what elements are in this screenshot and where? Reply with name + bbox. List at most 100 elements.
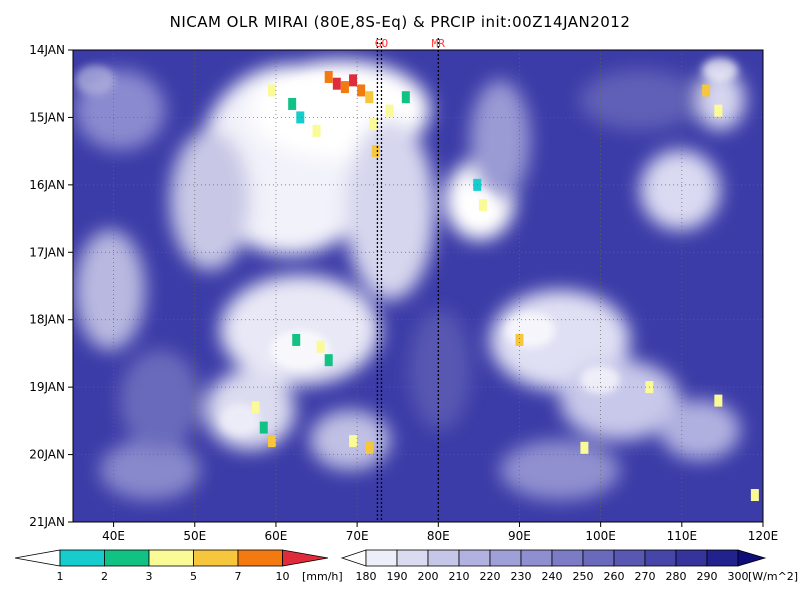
precip-cell	[580, 441, 589, 454]
olr-colorbar-unit: [W/m^2]	[748, 570, 798, 583]
precip-cell	[750, 489, 759, 502]
precip-cell	[340, 81, 349, 94]
precip-cell	[357, 84, 366, 97]
olr-colorbar-label: 210	[449, 570, 470, 583]
olr-colorbar-swatch	[706, 549, 739, 567]
precip-colorbar-label: 7	[235, 570, 242, 583]
chart-title: NICAM OLR MIRAI (80E,8S-Eq) & PRCIP init…	[169, 13, 631, 31]
y-tick-label: 16JAN	[29, 178, 65, 192]
precip-colorbar-swatch	[193, 549, 239, 567]
olr-colorbar-swatch	[520, 549, 553, 567]
precip-cell	[349, 435, 358, 448]
precip-cell	[365, 441, 374, 454]
precip-colorbar: 1 2 3 5 7 10 [mm/h]	[14, 549, 343, 583]
precip-cell	[369, 118, 378, 131]
plot-frame	[72, 49, 764, 523]
olr-colorbar-swatch	[427, 549, 460, 567]
olr-colorbar-label: 300	[728, 570, 749, 583]
precip-colorbar-label: 5	[190, 570, 197, 583]
plot-area	[73, 50, 763, 522]
olr-colorbar-swatch	[551, 549, 584, 567]
x-tick-label: 60E	[265, 529, 288, 543]
precip-cell	[324, 354, 333, 367]
y-axis: 14JAN 15JAN 16JAN 17JAN 18JAN 19JAN 20JAN 21JAN	[29, 43, 73, 529]
precip-cell	[267, 84, 276, 97]
olr-colorbar: 180 190 200 210 220 230 240 250 260 270 280 290 300[…	[340, 549, 798, 583]
precip-colorbar-label: 10	[276, 570, 290, 583]
precip-cell	[385, 104, 394, 117]
precip-colorbar-swatch	[237, 549, 283, 567]
olr-colorbar-label: 240	[542, 570, 563, 583]
precip-colorbar-label: 2	[101, 570, 108, 583]
x-tick-label: 100E	[585, 529, 616, 543]
olr-colorbar-label: 190	[387, 570, 408, 583]
olr-colorbar-swatch	[396, 549, 429, 567]
marker-layer: GO MR	[375, 37, 445, 522]
x-tick-label: 70E	[346, 529, 369, 543]
x-tick-label: 120E	[748, 529, 779, 543]
x-tick-label: 80E	[427, 529, 450, 543]
olr-colorbar-swatch	[582, 549, 615, 567]
x-tick-label: 90E	[508, 529, 531, 543]
precip-cell	[292, 333, 301, 346]
olr-colorbar-label: 230	[511, 570, 532, 583]
olr-colorbar-label: 260	[604, 570, 625, 583]
olr-colorbar-label: 250	[573, 570, 594, 583]
y-tick-label: 15JAN	[29, 110, 65, 124]
x-tick-label: 40E	[102, 529, 125, 543]
olr-colorbar-high-extend	[737, 549, 767, 567]
precip-cell	[288, 97, 297, 110]
precip-layer	[251, 70, 759, 502]
precip-cell	[702, 84, 711, 97]
precip-cell	[316, 340, 325, 353]
x-axis: 40E 50E 60E 70E 80E 90E 100E 110E 120E	[102, 522, 778, 543]
precip-cell	[296, 111, 305, 124]
precip-colorbar-high-extend	[282, 549, 329, 567]
precip-cell	[401, 91, 410, 104]
x-tick-label: 110E	[667, 529, 698, 543]
precip-colorbar-swatch	[59, 549, 105, 567]
precip-cell	[365, 91, 374, 104]
x-tick-label: 50E	[183, 529, 206, 543]
olr-colorbar-label: 200	[418, 570, 439, 583]
olr-colorbar-label: 290	[697, 570, 718, 583]
precip-cell	[714, 104, 723, 117]
olr-colorbar-swatch	[644, 549, 677, 567]
y-tick-label: 20JAN	[29, 448, 65, 462]
precip-cell	[371, 145, 380, 158]
olr-colorbar-swatch	[458, 549, 491, 567]
olr-colorbar-low-extend	[340, 549, 367, 567]
precip-cell	[332, 77, 341, 90]
precip-cell	[714, 394, 723, 407]
marker-label: GO	[375, 37, 388, 50]
precip-colorbar-swatch	[148, 549, 194, 567]
y-tick-label: 19JAN	[29, 380, 65, 394]
precip-colorbar-label: 3	[146, 570, 153, 583]
olr-colorbar-swatch	[489, 549, 522, 567]
precip-cell	[515, 333, 524, 346]
precip-cell	[312, 124, 321, 137]
precip-colorbar-swatch	[104, 549, 150, 567]
precip-cell	[259, 421, 268, 434]
precip-colorbar-unit: [mm/h]	[302, 570, 343, 583]
olr-colorbar-swatch	[365, 549, 398, 567]
precip-cell	[478, 199, 487, 212]
olr-colorbar-label: 220	[480, 570, 501, 583]
olr-colorbar-swatch	[675, 549, 708, 567]
y-tick-label: 17JAN	[29, 245, 65, 259]
precip-colorbar-label: 1	[57, 570, 64, 583]
precip-cell	[267, 435, 276, 448]
y-tick-label: 21JAN	[29, 515, 65, 529]
olr-colorbar-label: 180	[356, 570, 377, 583]
olr-colorbar-label: 280	[666, 570, 687, 583]
precip-cell	[349, 74, 358, 87]
precip-colorbar-low-extend	[14, 549, 61, 567]
olr-colorbar-swatch	[613, 549, 646, 567]
y-tick-label: 18JAN	[29, 313, 65, 327]
y-tick-label: 14JAN	[29, 43, 65, 57]
precip-cell	[251, 401, 260, 414]
olr-colorbar-label: 270	[635, 570, 656, 583]
precip-cell	[324, 70, 333, 83]
marker-label: MR	[432, 37, 446, 50]
